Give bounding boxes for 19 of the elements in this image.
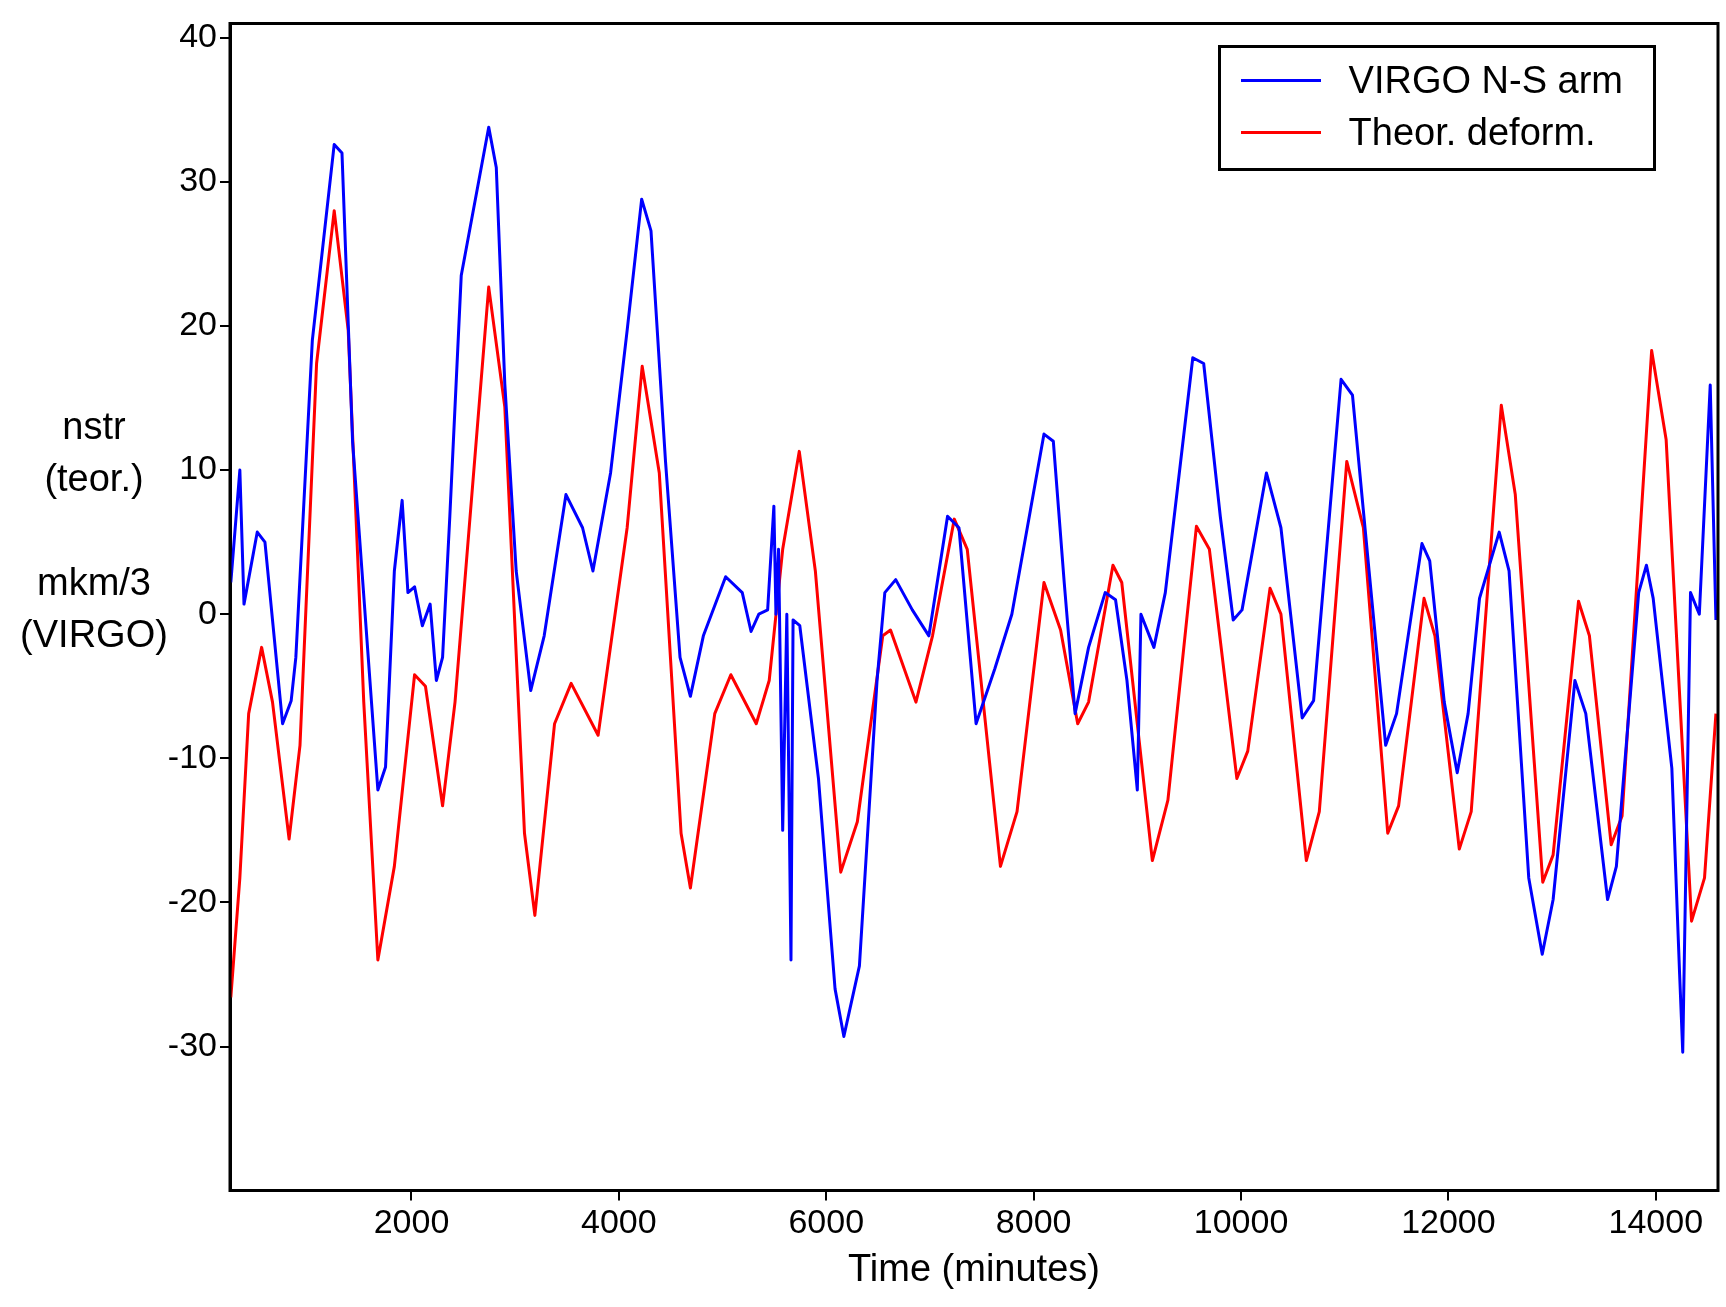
y-tick-label: 20 xyxy=(179,304,217,343)
x-tick-label: 4000 xyxy=(581,1202,657,1241)
y-tick-label: 40 xyxy=(179,16,217,55)
x-tick-label: 8000 xyxy=(995,1202,1072,1241)
y-tick-label: -20 xyxy=(167,880,217,919)
x-axis-title: Time (minutes) xyxy=(848,1246,1100,1289)
y-tick-label: 30 xyxy=(179,160,217,199)
x-tick-label: 6000 xyxy=(788,1202,865,1241)
y-tick-label: 10 xyxy=(179,448,217,487)
x-tick-label: 14000 xyxy=(1608,1202,1704,1241)
y-tick-label: -10 xyxy=(167,736,217,775)
legend-label: VIRGO N-S arm xyxy=(1348,58,1623,102)
x-tick-label: 10000 xyxy=(1193,1202,1289,1241)
legend-label: Theor. deform. xyxy=(1348,110,1596,154)
x-tick-label: 2000 xyxy=(373,1202,450,1241)
y-tick-label: -30 xyxy=(167,1024,217,1063)
y-tick-label: 0 xyxy=(198,592,217,631)
x-tick-label: 12000 xyxy=(1401,1202,1496,1241)
text: nstr (teor.) mkm/3 (VIRGO) xyxy=(20,405,168,656)
